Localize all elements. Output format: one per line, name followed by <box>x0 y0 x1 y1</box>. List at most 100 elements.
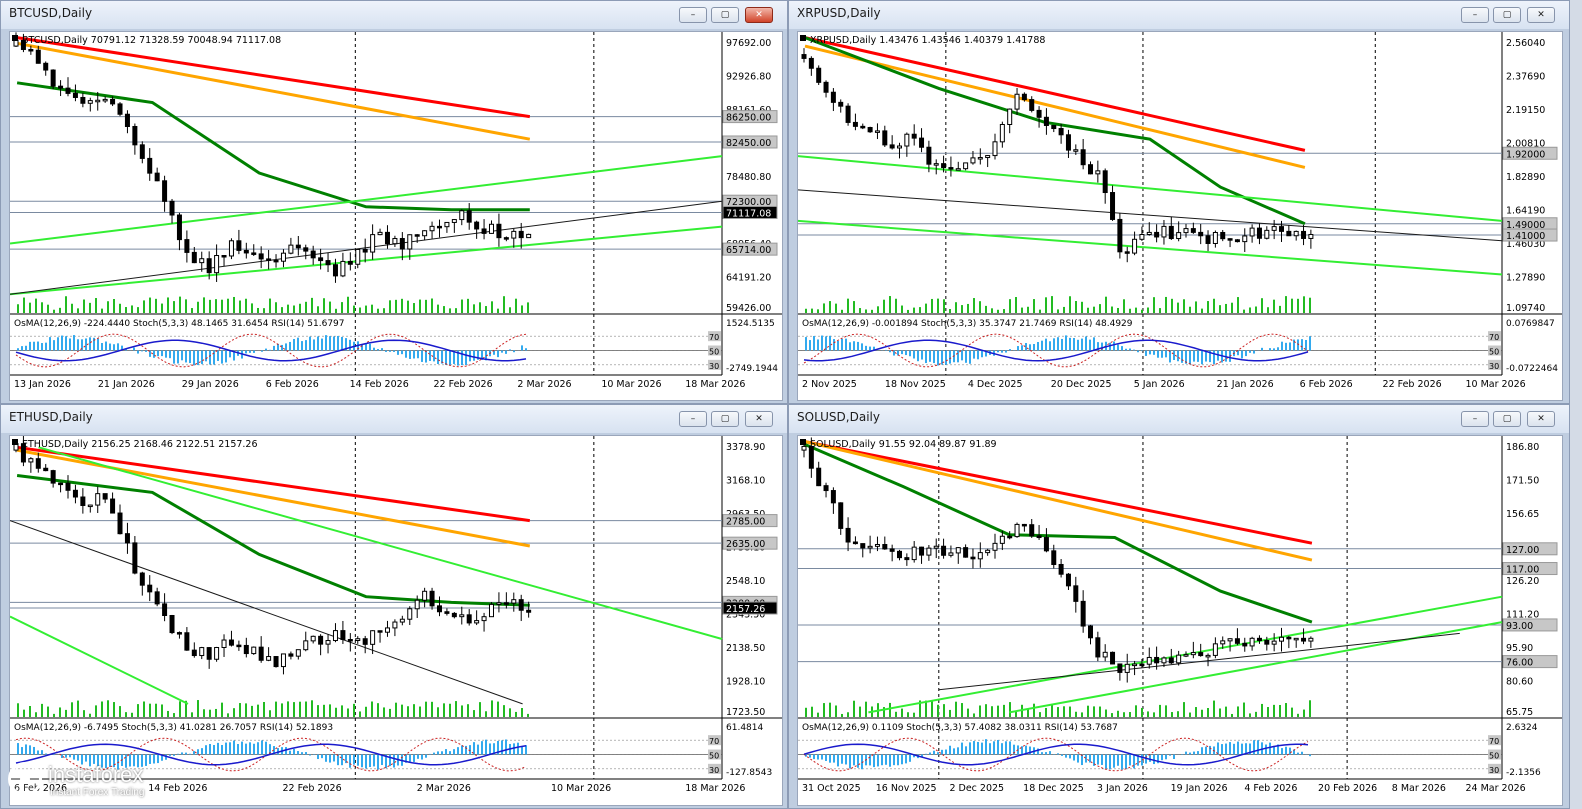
candle-body <box>370 630 376 645</box>
date-axis-label: 2 Dec 2025 <box>949 783 1004 794</box>
price-scale-label: 186.80 <box>1506 442 1539 453</box>
candle-body <box>889 548 895 552</box>
candle-body <box>459 614 465 618</box>
price-chart-btcusd[interactable]: 97692.0092926.8088161.6083396.4078480.80… <box>9 31 783 401</box>
oscillator-label: OsMA(12,26,9) -0.001894 Stoch(5,3,3) 35.… <box>802 319 1133 329</box>
candle-body <box>1301 230 1307 239</box>
minimize-button[interactable]: – <box>679 411 707 427</box>
dropdown-arrow-icon <box>12 35 18 41</box>
candle-body <box>1183 228 1189 234</box>
candle-body <box>1036 109 1042 118</box>
close-button[interactable]: ✕ <box>745 7 773 23</box>
price-chart-solusd[interactable]: 186.80171.50156.65141.35126.20111.2095.9… <box>797 435 1563 806</box>
date-axis-label: 2 Mar 2026 <box>517 379 571 390</box>
price-level-tag-text: 82450.00 <box>726 138 771 149</box>
window-title: ETHUSD,Daily <box>9 410 93 424</box>
rsi-level-tag: 70 <box>709 333 719 342</box>
candle-body <box>999 535 1005 544</box>
candle-body <box>147 157 153 174</box>
price-level-tag-text: 2785.00 <box>726 517 765 528</box>
candle-body <box>466 614 472 624</box>
candle-body <box>407 608 413 620</box>
minimize-button[interactable]: – <box>1461 411 1489 427</box>
candle-body <box>303 640 309 651</box>
date-axis-label: 13 Jan 2026 <box>14 379 71 390</box>
price-scale-label: 1928.10 <box>726 677 765 688</box>
logo-tagline: Instant Forex Trading <box>50 787 145 798</box>
maximize-button[interactable]: ▢ <box>1493 7 1521 23</box>
price-level-tag: 65714.00 <box>722 242 778 256</box>
date-axis-label: 29 Jan 2026 <box>182 379 239 390</box>
candle-body <box>919 546 925 556</box>
candle-body <box>362 638 368 645</box>
chart-window-btcusd[interactable]: BTCUSD,Daily – ▢ ✕ 97692.0092926.8088161… <box>0 0 788 404</box>
candle-body <box>503 237 509 240</box>
date-axis-label: 31 Oct 2025 <box>802 783 861 794</box>
price-chart-xrpusd[interactable]: 2.56040 2.37690 2.19150 2.00810 1.82890 1.641… <box>797 31 1563 401</box>
rsi-level-tag-box <box>1488 735 1501 746</box>
price-level-tag-box <box>1502 228 1558 242</box>
chart-window-xrpusd[interactable]: XRPUSD,Daily – ▢ ✕ 2.56040 2.37690 2.19150… <box>788 0 1570 404</box>
candle-body <box>436 605 442 613</box>
close-button[interactable]: ✕ <box>745 411 773 427</box>
candle-body <box>977 552 983 560</box>
window-titlebar[interactable]: ETHUSD,Daily – ▢ ✕ <box>1 405 787 433</box>
candle-body <box>1007 535 1013 539</box>
rsi-level-tag: 70 <box>1489 333 1499 342</box>
candle-body <box>266 258 272 261</box>
candle-body <box>147 584 153 593</box>
candle-body <box>95 493 101 506</box>
ma-red-line <box>16 36 531 119</box>
date-axis-label: 8 Mar 2026 <box>1392 783 1446 794</box>
close-button[interactable]: ✕ <box>1527 7 1555 23</box>
candle-body <box>451 219 457 223</box>
candle-body <box>1146 656 1152 665</box>
candle-body <box>1007 108 1013 125</box>
candle-body <box>474 221 480 230</box>
maximize-button[interactable]: ▢ <box>711 411 739 427</box>
candle-body <box>124 113 130 128</box>
candle-body <box>87 504 93 508</box>
minimize-button[interactable]: – <box>1461 7 1489 23</box>
candle-body <box>1293 230 1299 237</box>
price-level-tag-box <box>722 135 778 149</box>
window-titlebar[interactable]: SOLUSD,Daily – ▢ ✕ <box>789 405 1569 433</box>
rsi-level-tag: 30 <box>709 766 719 775</box>
candle-body <box>1234 239 1240 243</box>
candle-body <box>1058 563 1064 575</box>
candle-body <box>1234 638 1240 644</box>
maximize-button[interactable]: ▢ <box>711 7 739 23</box>
candle-body <box>444 611 450 614</box>
candle-body <box>838 502 844 529</box>
close-button[interactable]: ✕ <box>1527 411 1555 427</box>
candle-body <box>340 630 346 641</box>
chart-window-ethusd[interactable]: ETHUSD,Daily – ▢ ✕ 3378.903168.102963.50… <box>0 404 788 809</box>
maximize-button[interactable]: ▢ <box>1493 411 1521 427</box>
ma-green-line <box>804 443 1313 624</box>
candle-body <box>332 264 338 277</box>
minimize-button[interactable]: – <box>679 7 707 23</box>
window-titlebar[interactable]: XRPUSD,Daily – ▢ ✕ <box>789 1 1569 29</box>
candle-body <box>169 615 175 634</box>
candle-body <box>20 39 26 50</box>
date-axis-label: 18 Nov 2025 <box>885 379 946 390</box>
candle-body <box>904 133 910 147</box>
candle-body <box>1132 663 1138 667</box>
rsi-line <box>15 339 527 362</box>
window-titlebar[interactable]: BTCUSD,Daily – ▢ ✕ <box>1 1 787 29</box>
candle-body <box>874 544 880 547</box>
candle-body <box>236 644 242 648</box>
oscillator-label: OsMA(12,26,9) -224.4440 Stoch(5,3,3) 48.… <box>14 319 345 329</box>
candle-body <box>801 54 807 59</box>
stoch-signal-line <box>15 737 527 772</box>
osc-scale-top: 61.4814 <box>726 723 763 733</box>
candle-body <box>422 590 428 601</box>
candle-body <box>243 644 249 655</box>
candle-body <box>496 602 502 605</box>
price-chart-ethusd[interactable]: 3378.903168.102963.502758.102548.102343.… <box>9 435 783 806</box>
candle-body <box>243 249 249 254</box>
candle-body <box>1058 128 1064 136</box>
candle-body <box>65 482 71 491</box>
candle-body <box>124 533 130 544</box>
chart-window-solusd[interactable]: SOLUSD,Daily – ▢ ✕ 186.80171.50156.65141… <box>788 404 1570 809</box>
